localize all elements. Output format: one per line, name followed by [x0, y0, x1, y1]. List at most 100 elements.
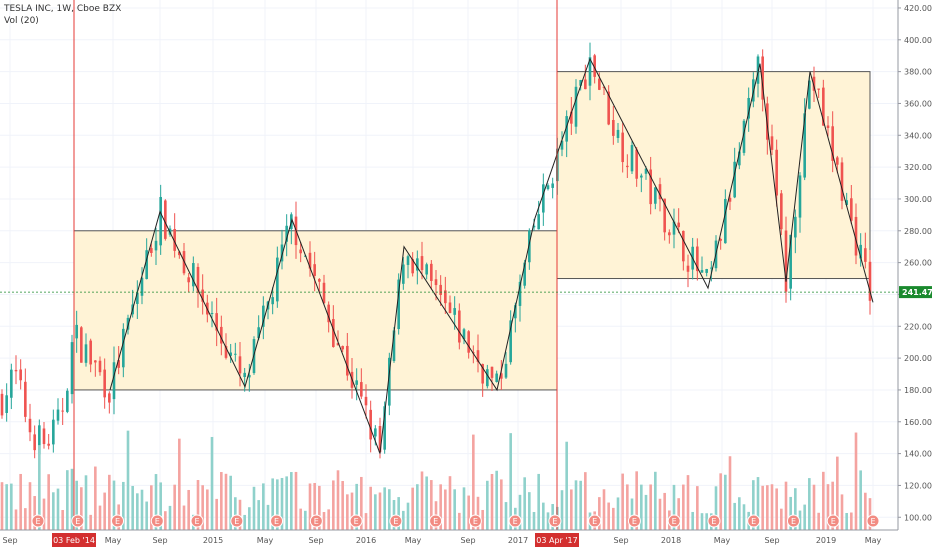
candle-body	[462, 329, 466, 340]
volume-bar	[458, 512, 461, 530]
candle-body	[271, 297, 274, 305]
volume-bar	[444, 489, 447, 530]
volume-bar	[817, 512, 820, 530]
volume-bar	[430, 480, 433, 530]
volume-bar	[635, 471, 638, 530]
volume-bar	[789, 496, 792, 530]
candle-body	[336, 343, 340, 346]
volume-bar	[150, 485, 153, 530]
volume-bar	[159, 482, 162, 530]
candle-body	[616, 129, 620, 138]
volume-bar	[355, 483, 358, 530]
volume-bar	[374, 494, 377, 530]
candle-body	[831, 126, 834, 161]
time-tick-label: May	[105, 536, 122, 545]
volume-bar	[210, 436, 214, 530]
volume-bar	[752, 480, 755, 530]
candle-body	[108, 393, 111, 403]
volume-bar	[500, 479, 503, 530]
candle-body	[126, 317, 130, 330]
time-tick-label: Sep	[613, 536, 628, 545]
candle-body	[52, 419, 55, 445]
candle-body	[374, 428, 377, 437]
volume-bar	[840, 494, 844, 530]
candle-body	[798, 175, 802, 218]
candle-body	[476, 350, 480, 362]
time-marker-badge	[52, 533, 96, 547]
volume-bar	[182, 505, 186, 530]
price-tick-label: 340.00	[904, 131, 932, 140]
candle-body	[588, 57, 592, 86]
volume-bar	[136, 493, 139, 530]
volume-bar	[845, 512, 848, 530]
candle-body	[630, 145, 634, 172]
earnings-marker	[389, 514, 403, 528]
candle-body	[598, 78, 601, 90]
earnings-marker-label: E	[274, 517, 279, 526]
candle-body	[332, 319, 335, 347]
range-box	[73, 230, 558, 391]
volume-bar	[397, 497, 400, 530]
candle-body	[425, 264, 428, 275]
candle-body	[406, 256, 410, 265]
volume-bar	[154, 474, 158, 530]
volume-bar	[0, 482, 4, 530]
price-tick-label: 140.00	[904, 450, 932, 459]
candle-body	[402, 264, 405, 284]
candle-body	[42, 428, 46, 445]
candle-body	[542, 184, 545, 213]
volume-bar	[644, 494, 648, 530]
candle-body	[490, 366, 494, 378]
candle-body	[677, 222, 680, 228]
candle-body	[705, 269, 708, 273]
price-tick-label: 100.00	[904, 513, 932, 522]
volume-bar	[621, 473, 624, 530]
candle-body	[602, 86, 606, 88]
candle-body	[607, 91, 610, 125]
candle-body	[560, 140, 564, 150]
volume-bar	[140, 489, 144, 530]
volume-bar	[640, 484, 643, 530]
volume-bar	[738, 497, 741, 530]
volume-bar	[742, 504, 746, 530]
volume-bar	[122, 481, 125, 530]
volume-bar	[24, 508, 27, 530]
volume-bar	[537, 473, 540, 530]
volume-bar	[14, 509, 18, 530]
candle-body	[201, 289, 204, 302]
time-tick-label: May	[405, 536, 422, 545]
volume-bar	[80, 487, 83, 530]
symbol-title[interactable]: TESLA INC, 1W, Cboe BZX	[4, 4, 122, 14]
earnings-marker	[707, 514, 721, 528]
volume-bar	[854, 432, 858, 530]
candle-body	[859, 244, 862, 259]
candle-body	[0, 393, 4, 416]
earnings-marker	[190, 514, 204, 528]
candle-body	[728, 197, 732, 202]
volume-bar	[579, 480, 582, 530]
volume-indicator-label[interactable]: Vol (20)	[4, 16, 39, 26]
volume-bar	[420, 471, 424, 530]
price-tick-label: 380.00	[904, 68, 932, 77]
candle-body	[318, 279, 321, 282]
volume-bar	[112, 480, 116, 530]
earnings-marker-label: E	[155, 517, 160, 526]
time-axis-bg	[0, 530, 898, 550]
earnings-marker	[349, 514, 363, 528]
volume-bar	[10, 483, 13, 530]
volume-bar	[313, 482, 316, 530]
volume-bar	[66, 470, 69, 530]
time-tick-label: May	[257, 536, 274, 545]
time-marker-label: 03 Feb '14	[53, 536, 95, 545]
candle-body	[649, 169, 652, 205]
candle-body	[19, 369, 22, 381]
volume-bar	[47, 474, 50, 530]
volume-bar	[714, 486, 718, 530]
candle-body	[220, 326, 223, 344]
candle-body	[234, 353, 237, 355]
volume-bar	[495, 470, 498, 530]
candle-body	[262, 305, 265, 327]
volume-bar	[33, 496, 36, 530]
